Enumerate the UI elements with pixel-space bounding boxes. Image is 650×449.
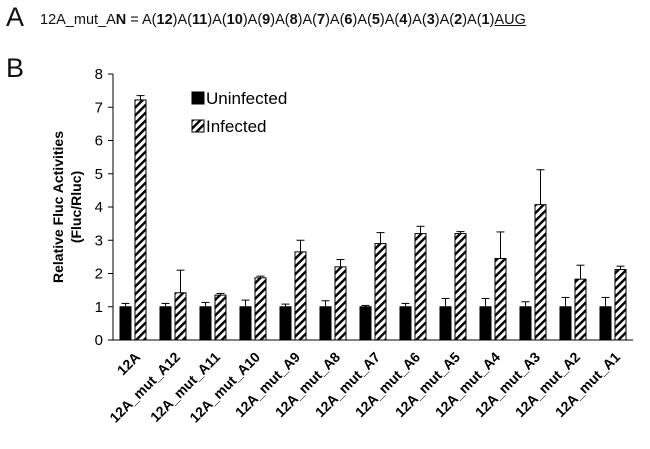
panel-a-label: A	[6, 2, 25, 32]
bar-uninfected	[439, 306, 452, 341]
formula-number: 7	[317, 12, 326, 28]
legend-swatch	[191, 119, 205, 133]
y-tick-label: 4	[95, 199, 103, 216]
bar-infected	[254, 277, 267, 341]
formula-text: = A(	[126, 12, 157, 28]
y-tick-label: 1	[95, 299, 103, 316]
bar-infected	[334, 266, 347, 341]
formula-number: 9	[262, 12, 271, 28]
formula-text: )A(	[379, 12, 400, 28]
formula-number: 4	[399, 12, 408, 28]
bar-uninfected	[199, 306, 212, 341]
y-tick-label: 0	[95, 332, 103, 349]
x-tick-label: 12A_mut_A12	[106, 349, 183, 426]
formula-number: 6	[344, 12, 353, 28]
formula-text: )A(	[434, 12, 455, 28]
bar-uninfected	[279, 306, 292, 341]
formula-number: 10	[226, 12, 243, 28]
bar-uninfected	[519, 306, 532, 341]
panel-b-label: B	[6, 53, 25, 83]
bar-uninfected	[159, 306, 172, 341]
formula-text: )A(	[297, 12, 317, 28]
bar-uninfected	[239, 306, 252, 341]
formula-text: )A(	[172, 12, 192, 28]
legend-label: Infected	[206, 117, 267, 136]
y-axis-label-line: Relative Fluc Activities	[50, 131, 66, 283]
formula-number: 2	[454, 12, 463, 28]
formula-number: 11	[191, 12, 208, 28]
bar-infected	[574, 278, 587, 341]
bar-infected	[534, 204, 547, 341]
y-tick-label: 3	[95, 232, 103, 249]
formula-text: )	[489, 12, 495, 28]
formula-number: N	[115, 12, 127, 28]
bar-uninfected	[599, 306, 612, 341]
formula-text: )A(	[352, 12, 372, 28]
bar-uninfected	[119, 306, 132, 341]
formula-text: 12A_mut_A	[40, 12, 116, 28]
error-bars	[121, 95, 625, 307]
bar-infected	[414, 233, 427, 341]
sequence-formula: 12A_mut_AN = A(12)A(11)A(10)A(9)A(8)A(7)…	[40, 12, 526, 28]
legend-swatch	[191, 91, 205, 105]
bar-infected	[614, 269, 627, 341]
formula-text: )A(	[207, 12, 227, 28]
bar-uninfected	[399, 306, 412, 341]
formula-number: 12	[156, 12, 173, 28]
formula-text: )A(	[242, 12, 263, 28]
bar-infected	[454, 233, 467, 341]
y-tick-label: 7	[95, 99, 103, 116]
bar-infected	[374, 243, 387, 341]
x-tick-label: 12A_mut_A10	[186, 349, 263, 426]
y-axis-label: Relative Fluc Activities (Fluc/Rluc)	[50, 131, 84, 283]
formula-number: 1	[481, 12, 490, 28]
bar-uninfected	[479, 306, 492, 341]
formula-number: 5	[371, 12, 380, 28]
formula-text: )A(	[270, 12, 290, 28]
bar-uninfected	[559, 306, 572, 341]
formula-text: AUG	[494, 12, 526, 28]
bar-uninfected	[359, 306, 372, 341]
bar-infected	[214, 294, 227, 341]
bar-infected	[174, 292, 187, 341]
legend: Uninfected Infected	[191, 89, 287, 136]
bar-infected	[294, 251, 307, 341]
bar-infected	[134, 99, 147, 341]
formula-text: )A(	[407, 12, 427, 28]
y-tick-label: 2	[95, 266, 103, 283]
bar-uninfected	[319, 306, 332, 341]
bars	[119, 99, 627, 341]
x-tick-label: 12A_mut_A11	[147, 349, 223, 425]
x-tick-label: 12A	[114, 349, 143, 378]
y-tick-label: 5	[95, 166, 103, 183]
formula-text: )A(	[325, 12, 345, 28]
formula-number: 8	[289, 12, 298, 28]
y-tick-label: 6	[95, 133, 103, 150]
legend-label: Uninfected	[206, 89, 287, 108]
formula-number: 3	[426, 12, 435, 28]
bar-infected	[494, 258, 507, 341]
formula-text: )A(	[462, 12, 482, 28]
y-axis-label-line: (Fluc/Rluc)	[68, 171, 84, 243]
y-tick-label: 8	[95, 66, 103, 83]
